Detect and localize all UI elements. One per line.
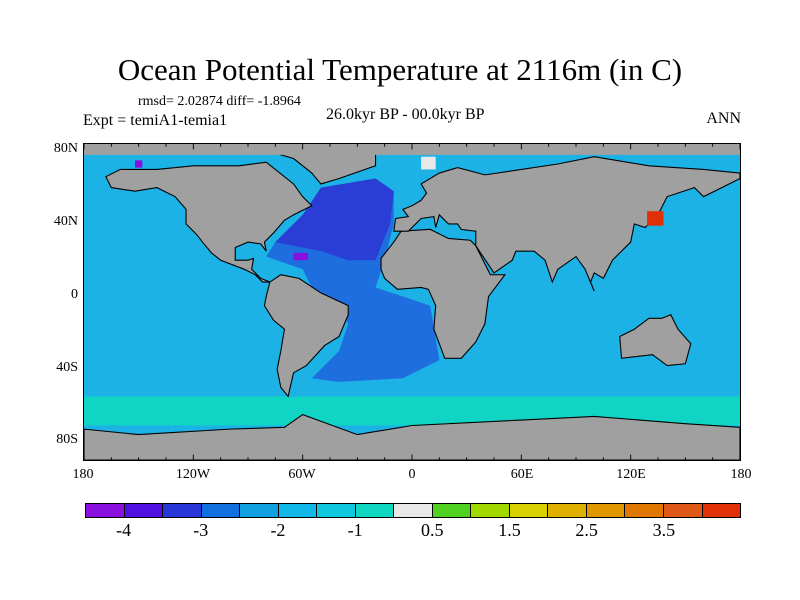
lon-label: 120W <box>175 467 211 482</box>
cold-anomaly-patch <box>135 160 143 168</box>
colorbar-box <box>124 504 164 517</box>
colorbar-box <box>317 504 356 517</box>
lat-label: 40N <box>53 214 78 229</box>
colorbar-box <box>586 504 626 517</box>
colorbar-box <box>201 504 241 517</box>
colorbar-box <box>702 504 741 517</box>
warm-anomaly-patch <box>421 156 436 170</box>
land <box>619 314 692 367</box>
colorbar-label: 2.5 <box>575 520 598 540</box>
north-atlantic-anomaly <box>275 178 394 261</box>
colorbar-box <box>240 504 279 517</box>
colorbar-box <box>509 504 549 517</box>
land <box>393 156 740 292</box>
colorbar-box <box>625 504 664 517</box>
land <box>380 228 507 359</box>
colorbar-label: -3 <box>193 520 209 540</box>
colorbar-label: 3.5 <box>652 520 676 540</box>
colorbar-label: -2 <box>270 520 286 540</box>
lat-label: 0 <box>71 287 78 302</box>
colorbar-box <box>163 504 202 517</box>
colorbar-box <box>663 504 703 517</box>
lon-label: 180 <box>72 467 94 482</box>
period-label: 26.0kyr BP - 00.0kyr BP <box>326 106 485 123</box>
land <box>84 413 740 460</box>
warm-anomaly-patch <box>647 211 664 226</box>
stats-text: rmsd= 2.02874 diff= -1.8964 <box>138 94 301 109</box>
lat-label: 80N <box>53 141 78 156</box>
lat-label: 80S <box>56 432 78 447</box>
colorbar-box <box>432 504 472 517</box>
lon-label: 60W <box>288 467 316 482</box>
colorbar-box <box>86 504 125 517</box>
land <box>263 274 349 398</box>
colorbar-box <box>278 504 318 517</box>
colorbar-label: -1 <box>347 520 363 540</box>
lon-label: 120E <box>616 467 646 482</box>
lon-label: 60E <box>510 467 534 482</box>
axis-ticks <box>84 144 740 460</box>
colorbar-label: 1.5 <box>498 520 521 540</box>
colorbar <box>85 503 741 518</box>
season-label: ANN <box>706 110 741 127</box>
lon-label: 0 <box>408 467 416 482</box>
colorbar-box <box>548 504 587 517</box>
colorbar-box <box>355 504 395 517</box>
colorbar-box <box>471 504 510 517</box>
colorbar-box <box>394 504 433 517</box>
lat-label: 40S <box>56 360 78 375</box>
plot-title: Ocean Potential Temperature at 2116m (in… <box>117 52 683 87</box>
experiment-label: Expt = temiA1-temia1 <box>83 112 228 129</box>
land <box>105 161 313 283</box>
lon-label: 180 <box>730 467 752 482</box>
cold-anomaly-patch <box>293 252 309 261</box>
temperature-map <box>83 143 741 461</box>
colorbar-label: 0.5 <box>421 520 444 540</box>
colorbar-label: -4 <box>116 520 132 540</box>
